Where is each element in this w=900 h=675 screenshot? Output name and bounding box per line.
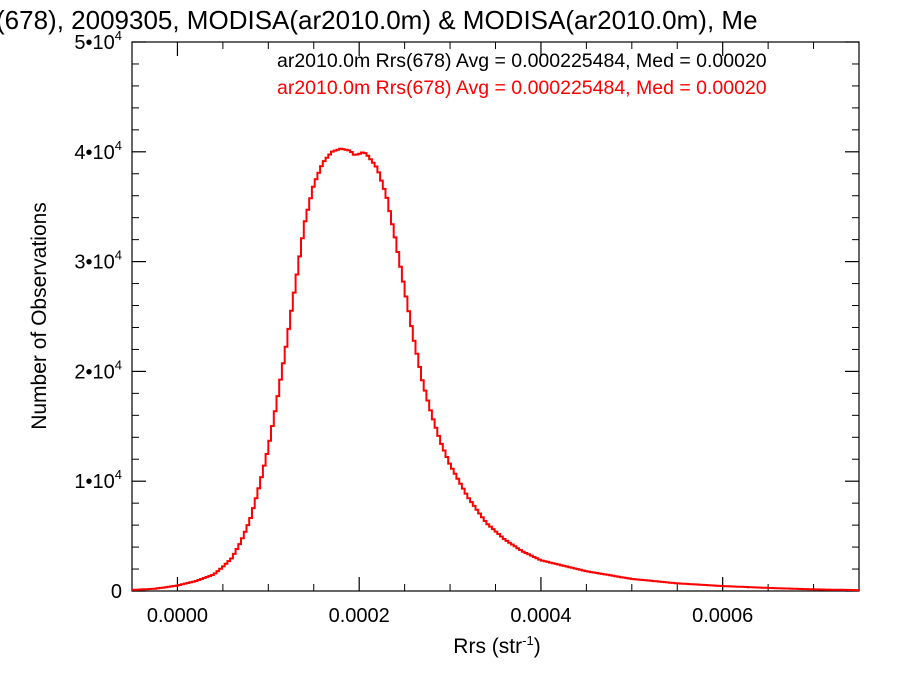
x-axis: 0.0000 0.0002 0.0004 0.0006 [131, 42, 860, 627]
y-tick-label-base: 5•10 [74, 32, 114, 54]
y-tick-label-base: 2•10 [74, 361, 114, 383]
y-tick-label: 0 [111, 581, 122, 603]
x-axis-label-sup: -1 [522, 633, 534, 648]
x-axis-label: Rrs (str-1) [453, 633, 540, 658]
histogram-series-line [132, 147, 859, 592]
x-tick-label: 0.0000 [147, 605, 208, 627]
y-tick-label: 1•104 [74, 467, 122, 493]
x-tick-label: 0.0006 [692, 605, 753, 627]
y-tick-label-exponent: 4 [115, 467, 122, 482]
y-tick-label: 5•104 [74, 28, 122, 54]
y-tick-label-base: 3•10 [74, 252, 114, 274]
y-tick-label: 3•104 [74, 248, 122, 274]
y-tick-label: 4•104 [74, 138, 122, 164]
y-tick-label-exponent: 4 [115, 138, 122, 153]
x-tick-label: 0.0002 [329, 605, 390, 627]
y-tick-label-base: 0 [111, 581, 122, 603]
y-tick-label-exponent: 4 [115, 248, 122, 263]
y-tick-label: 2•104 [74, 357, 122, 383]
y-tick-label-exponent: 4 [115, 28, 122, 43]
x-axis-label-close: ) [534, 635, 541, 658]
y-tick-label-base: 4•10 [74, 142, 114, 164]
y-tick-label-exponent: 4 [115, 357, 122, 372]
y-tick-label-base: 1•10 [74, 471, 114, 493]
chart-title: (678), 2009305, MODISA(ar2010.0m) & MODI… [0, 5, 758, 35]
annotation-red: ar2010.0m Rrs(678) Avg = 0.000225484, Me… [277, 77, 767, 99]
x-axis-label-main: Rrs (str [453, 635, 522, 658]
plot-frame [131, 41, 860, 592]
x-tick-label: 0.0004 [510, 605, 571, 627]
annotation-black: ar2010.0m Rrs(678) Avg = 0.000225484, Me… [277, 50, 767, 72]
y-axis-label: Number of Observations [28, 202, 51, 430]
